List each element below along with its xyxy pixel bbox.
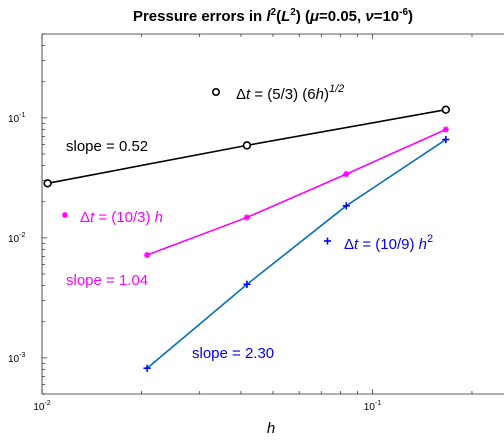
legend-magenta-marker <box>62 212 68 218</box>
data-point <box>243 280 251 288</box>
x-axis-label: h <box>267 420 275 437</box>
markers <box>43 105 451 372</box>
y-tick-label: 10-2 <box>8 232 25 245</box>
y-tick-label: 10-1 <box>8 112 25 125</box>
chart-title: Pressure errors in l2(L2) (μ=0.05, ν=10-… <box>133 7 413 25</box>
data-point <box>342 202 350 210</box>
data-point <box>143 364 151 372</box>
y-tick-label: 10-3 <box>8 352 25 365</box>
legend-blue: Δt = (10/9) h2 <box>324 233 433 253</box>
data-point <box>441 105 451 114</box>
legend-magenta-label: Δt = (10/3) h <box>80 209 163 226</box>
slope-annotation-blue: slope = 2.30 <box>192 345 274 362</box>
data-point <box>442 135 450 144</box>
legend-black: Δt = (5/3) (6h)1/2 <box>212 83 344 103</box>
legend-blue-marker <box>324 237 331 245</box>
plot-area <box>42 34 504 394</box>
slope-annotation-black: slope = 0.52 <box>66 138 148 155</box>
data-point <box>442 126 450 133</box>
series-line-2 <box>146 138 447 369</box>
x-tick-label: 10-1 <box>364 400 381 413</box>
legend-magenta: Δt = (10/3) h <box>62 209 163 226</box>
legend-black-marker <box>212 88 221 97</box>
data-point <box>43 179 52 188</box>
data-point <box>243 214 251 221</box>
legend-blue-label: Δt = (10/9) h2 <box>344 233 433 253</box>
data-point <box>143 251 151 259</box>
series-line-1 <box>146 128 447 256</box>
data-point <box>242 141 252 150</box>
slope-annotation-magenta: slope = 1.04 <box>66 272 148 289</box>
x-tick-label: 10-2 <box>33 400 50 413</box>
data-point <box>343 170 350 178</box>
legend-black-label: Δt = (5/3) (6h)1/2 <box>236 83 344 103</box>
ticks: 10-2 10-1 10-3 10-2 10-1 <box>8 33 473 413</box>
